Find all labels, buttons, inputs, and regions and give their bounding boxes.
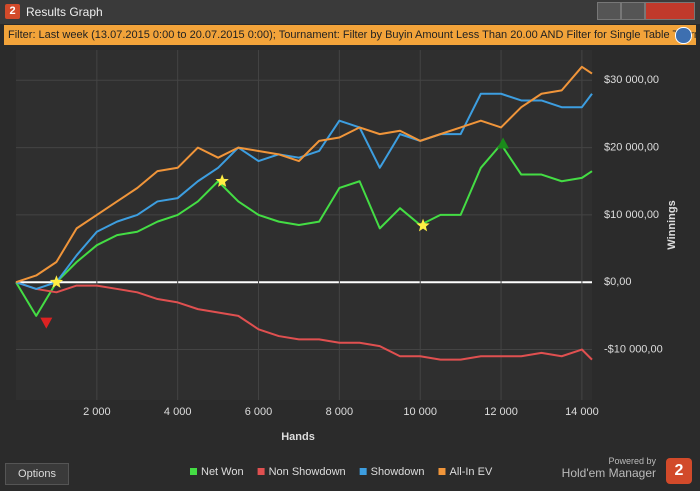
series-line <box>15 143 593 317</box>
window-title: Results Graph <box>26 5 103 19</box>
y-tick-label: $10 000,00 <box>604 209 659 221</box>
legend-swatch <box>438 468 446 475</box>
title-bar: 2 Results Graph <box>0 0 700 24</box>
series-line <box>15 92 593 290</box>
brand-name: Hold'em Manager <box>561 466 656 480</box>
series-line <box>15 281 593 361</box>
marker <box>40 317 53 329</box>
y-tick-label: -$10 000,00 <box>604 343 663 355</box>
x-tick-label: 4 000 <box>164 406 192 418</box>
legend-label: All-In EV <box>449 466 492 478</box>
minimize-button[interactable] <box>597 2 621 20</box>
y-tick-label: $0,00 <box>604 276 632 288</box>
legend-swatch <box>257 468 265 475</box>
app-icon: 2 <box>5 4 20 19</box>
filter-text: Filter: Last week (13.07.2015 0:00 to 20… <box>8 29 696 41</box>
powered-by: Powered by <box>608 456 656 466</box>
legend-swatch <box>190 468 197 475</box>
legend-swatch <box>359 468 367 475</box>
legend-label: Showdown <box>371 466 425 478</box>
close-button[interactable] <box>645 2 695 20</box>
marker <box>215 174 229 187</box>
x-tick-label: 14 000 <box>565 406 599 418</box>
y-tick-label: $30 000,00 <box>604 74 659 86</box>
x-axis-label: Hands <box>281 431 315 443</box>
x-tick-label: 6 000 <box>245 406 273 418</box>
x-tick-label: 8 000 <box>326 406 354 418</box>
maximize-button[interactable] <box>621 2 645 20</box>
y-tick-label: $20 000,00 <box>604 142 659 154</box>
series-line <box>15 65 593 284</box>
options-button[interactable]: Options <box>5 463 69 485</box>
x-tick-label: 10 000 <box>403 406 437 418</box>
x-tick-label: 2 000 <box>83 406 111 418</box>
filter-bar: Filter: Last week (13.07.2015 0:00 to 20… <box>4 25 696 45</box>
brand-logo: 2 <box>666 458 692 484</box>
legend-label: Non Showdown <box>269 466 346 478</box>
y-axis-label: Winnings <box>666 200 678 249</box>
branding: Powered by Hold'em Manager <box>562 456 656 480</box>
marker <box>497 137 510 149</box>
marker <box>49 275 64 288</box>
x-tick-label: 12 000 <box>484 406 518 418</box>
legend-label: Net Won <box>201 466 244 478</box>
marker <box>416 218 430 232</box>
help-icon[interactable] <box>675 27 692 44</box>
